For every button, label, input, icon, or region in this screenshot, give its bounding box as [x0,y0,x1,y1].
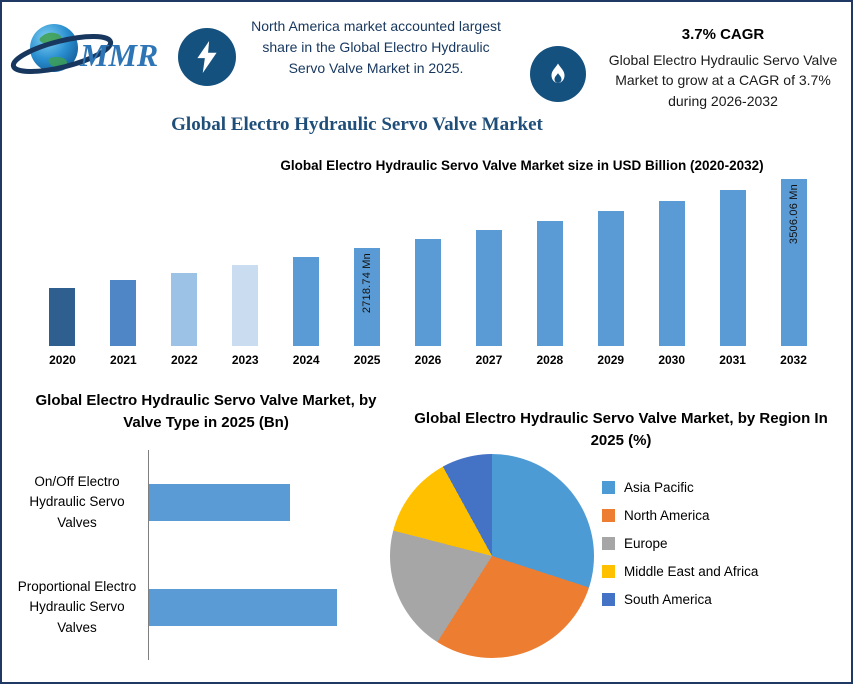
bar-2032: 3506.06 Mn [780,179,807,346]
bar-2029 [597,211,624,346]
hbar-category-label: Proportional Electro Hydraulic Servo Val… [17,579,137,635]
bar-column-2023: 2023 [215,166,276,368]
bar-2027 [475,230,502,346]
bar-2021 [110,280,137,346]
x-axis-label: 2030 [658,353,686,367]
x-axis-label: 2021 [110,353,137,367]
cagr-value: 3.7% CAGR [681,26,765,43]
bar-column-2032: 3506.06 Mn 2032 [763,166,824,368]
legend-item: North America [602,508,758,523]
market-size-bar-chart: 2020 2021 2022 2023 2024 2718.74 Mn 2025 2026 20… [32,166,824,368]
x-axis-label: 2029 [597,353,625,367]
x-axis-label: 2024 [292,353,320,367]
flame-icon [530,46,586,102]
x-axis-label: 2022 [170,353,198,367]
x-axis-label: 2027 [475,353,503,367]
bar-column-2031: 2031 [702,166,763,368]
x-axis-label: 2028 [536,353,564,367]
callout-cagr: 3.7% CAGR Global Electro Hydraulic Servo… [600,26,846,111]
page-title: Global Electro Hydraulic Servo Valve Mar… [171,114,543,135]
lightning-bolt-icon [178,28,236,86]
legend-item: Middle East and Africa [602,564,758,579]
callout-north-america: North America market accounted largest s… [251,18,501,76]
legend-swatch [602,537,615,550]
x-axis-label: 2025 [353,353,381,367]
region-chart-title: Global Electro Hydraulic Servo Valve Mar… [414,410,828,449]
hbar-bar [149,589,337,626]
logo-text: MMR [79,37,158,73]
legend-swatch [602,481,615,494]
cagr-text: Global Electro Hydraulic Servo Valve Mar… [608,52,838,109]
bar-2022 [171,273,198,346]
bar-2031 [719,190,746,346]
mmr-logo: MMR [10,14,170,90]
x-axis-label: 2032 [780,353,807,367]
legend-label: Middle East and Africa [624,564,759,579]
bar-2028 [536,221,563,346]
lightning-bolt-glyph [197,41,217,73]
bar-2030 [658,201,685,346]
flame-glyph [551,63,565,83]
hbar-row: On/Off Electro Hydraulic Servo Valves [14,450,386,555]
bar-2023 [232,265,259,346]
bar-column-2021: 2021 [93,166,154,368]
bar-column-2022: 2022 [154,166,215,368]
bar-2024 [293,257,320,346]
hbar-plot-area [148,450,386,555]
legend-swatch [602,593,615,606]
bar-column-2029: 2029 [580,166,641,368]
bar-value-label: 3506.06 Mn [787,184,800,245]
x-axis-label: 2031 [719,353,746,367]
x-axis-label: 2023 [231,353,259,367]
valve-type-bar-chart: On/Off Electro Hydraulic Servo Valves Pro… [14,450,386,660]
legend-item: South America [602,592,758,607]
x-axis-label: 2026 [414,353,442,367]
legend-label: Europe [624,536,668,551]
market-size-chart-title: Global Electro Hydraulic Servo Valve Mar… [280,158,764,173]
hbar-bar [149,484,290,521]
valve-type-chart-title: Global Electro Hydraulic Servo Valve Mar… [35,392,377,431]
hbar-row: Proportional Electro Hydraulic Servo Val… [14,555,386,660]
hbar-plot-area [148,555,386,660]
bar-2025: 2718.74 Mn [354,248,381,346]
bar-2026 [414,239,441,346]
legend-label: South America [624,592,712,607]
bar-column-2028: 2028 [519,166,580,368]
legend-label: Asia Pacific [624,480,694,495]
legend-swatch [602,565,615,578]
region-legend: Asia Pacific North America Europe Middle Ea… [602,480,758,620]
bar-2020 [49,288,76,346]
legend-swatch [602,509,615,522]
bar-column-2024: 2024 [276,166,337,368]
legend-label: North America [624,508,710,523]
bar-value-label: 2718.74 Mn [361,253,374,314]
region-pie [390,454,594,658]
globe-icon: MMR [10,24,158,74]
legend-item: Asia Pacific [602,480,758,495]
bar-column-2027: 2027 [458,166,519,368]
legend-item: Europe [602,536,758,551]
hbar-category-label: On/Off Electro Hydraulic Servo Valves [29,474,125,530]
bar-column-2026: 2026 [398,166,459,368]
bar-column-2020: 2020 [32,166,93,368]
bar-column-2025: 2718.74 Mn 2025 [337,166,398,368]
bar-column-2030: 2030 [641,166,702,368]
x-axis-label: 2020 [49,353,76,367]
